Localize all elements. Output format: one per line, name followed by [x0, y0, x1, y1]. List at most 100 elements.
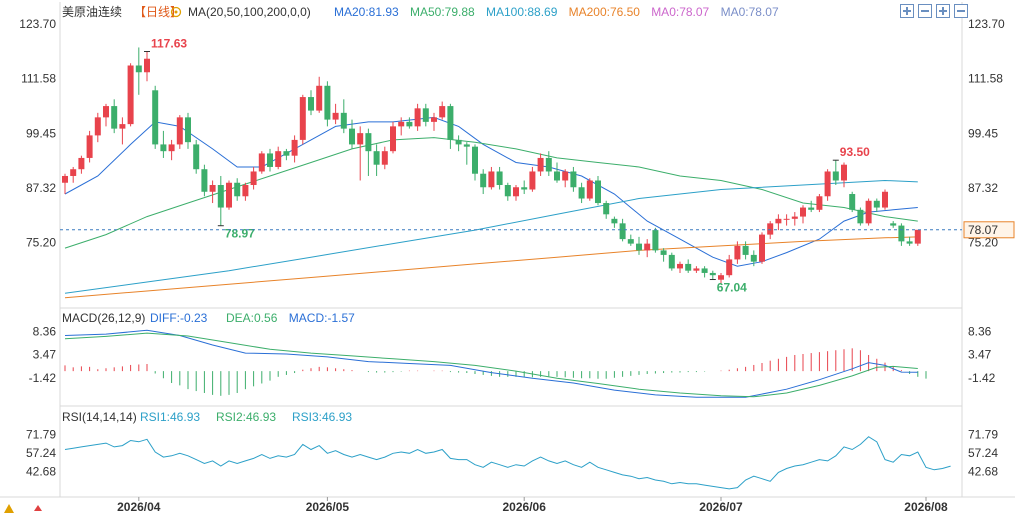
gear-icon[interactable]: [170, 6, 182, 18]
candle[interactable]: [217, 175, 224, 226]
candle[interactable]: [111, 99, 118, 134]
candle[interactable]: [488, 166, 495, 190]
candle[interactable]: [472, 144, 478, 181]
candle[interactable]: [685, 259, 692, 273]
candle[interactable]: [841, 162, 847, 188]
candle[interactable]: [775, 214, 782, 231]
candle[interactable]: [873, 198, 880, 213]
candle[interactable]: [398, 117, 405, 136]
candle[interactable]: [406, 117, 413, 129]
candle[interactable]: [586, 178, 593, 201]
candle[interactable]: [414, 103, 421, 131]
candle[interactable]: [390, 121, 396, 154]
zoom-in-icon[interactable]: [900, 4, 914, 18]
candle[interactable]: [890, 221, 897, 228]
candle[interactable]: [726, 254, 733, 278]
candle[interactable]: [529, 166, 536, 192]
candle[interactable]: [832, 160, 839, 185]
candle[interactable]: [611, 216, 618, 228]
candle[interactable]: [119, 117, 126, 145]
candle[interactable]: [226, 180, 232, 210]
candle[interactable]: [504, 182, 511, 201]
candle[interactable]: [103, 103, 109, 127]
candle[interactable]: [176, 115, 183, 149]
candle[interactable]: [652, 227, 659, 253]
candle[interactable]: [537, 153, 544, 176]
candle[interactable]: [677, 261, 683, 273]
candle[interactable]: [570, 166, 577, 192]
candle[interactable]: [373, 144, 380, 176]
expand-icon[interactable]: [936, 4, 950, 18]
candle[interactable]: [160, 130, 167, 158]
candle[interactable]: [660, 248, 667, 262]
candle[interactable]: [431, 112, 437, 131]
candle[interactable]: [824, 169, 831, 201]
candle[interactable]: [554, 162, 560, 183]
candle[interactable]: [480, 169, 487, 195]
candle[interactable]: [193, 139, 200, 174]
candle[interactable]: [783, 214, 790, 226]
candle[interactable]: [422, 103, 429, 127]
period-label[interactable]: 【日线】: [134, 5, 182, 19]
candle[interactable]: [234, 178, 241, 201]
candle[interactable]: [381, 146, 388, 170]
candle[interactable]: [463, 142, 470, 165]
candle[interactable]: [521, 180, 528, 195]
zoom-out-icon[interactable]: [918, 4, 932, 18]
candle[interactable]: [791, 212, 798, 226]
candle[interactable]: [545, 151, 552, 176]
candle[interactable]: [808, 200, 815, 213]
candle[interactable]: [201, 164, 208, 197]
candle[interactable]: [78, 155, 85, 174]
candle[interactable]: [209, 180, 216, 204]
candle[interactable]: [578, 182, 585, 204]
candle[interactable]: [636, 236, 642, 255]
candle[interactable]: [291, 135, 298, 163]
candle[interactable]: [447, 103, 454, 149]
candle[interactable]: [742, 241, 749, 260]
candle[interactable]: [619, 218, 626, 242]
candle[interactable]: [144, 51, 150, 82]
candle[interactable]: [800, 205, 806, 224]
candle[interactable]: [627, 234, 634, 246]
candle[interactable]: [857, 207, 864, 226]
candle[interactable]: [865, 198, 872, 226]
candle[interactable]: [349, 119, 355, 149]
candle[interactable]: [816, 194, 823, 213]
candle[interactable]: [70, 166, 77, 183]
candle[interactable]: [267, 148, 273, 172]
candle[interactable]: [242, 182, 249, 201]
candle[interactable]: [595, 175, 601, 206]
candle[interactable]: [86, 130, 93, 163]
candle[interactable]: [316, 76, 323, 113]
candle[interactable]: [562, 169, 569, 188]
candle[interactable]: [882, 189, 888, 210]
candle[interactable]: [496, 166, 503, 190]
candle[interactable]: [357, 126, 364, 181]
candle[interactable]: [168, 139, 175, 161]
candle[interactable]: [299, 94, 306, 145]
candle[interactable]: [668, 252, 675, 271]
candle[interactable]: [513, 185, 519, 201]
candle[interactable]: [750, 250, 757, 267]
candle[interactable]: [275, 146, 282, 170]
candle[interactable]: [906, 236, 913, 246]
candle[interactable]: [718, 272, 724, 285]
candle[interactable]: [283, 148, 290, 161]
candle[interactable]: [185, 112, 191, 149]
candle[interactable]: [324, 81, 331, 127]
candle[interactable]: [701, 266, 708, 278]
candle[interactable]: [135, 47, 142, 95]
candle[interactable]: [62, 173, 68, 195]
candle[interactable]: [898, 223, 905, 246]
candle[interactable]: [258, 151, 265, 174]
candle[interactable]: [365, 128, 372, 176]
candle[interactable]: [849, 191, 856, 213]
candle[interactable]: [603, 200, 610, 219]
candle[interactable]: [455, 135, 462, 152]
candle[interactable]: [250, 166, 257, 190]
candle[interactable]: [332, 103, 339, 125]
candle[interactable]: [759, 232, 765, 264]
candle[interactable]: [94, 112, 101, 143]
